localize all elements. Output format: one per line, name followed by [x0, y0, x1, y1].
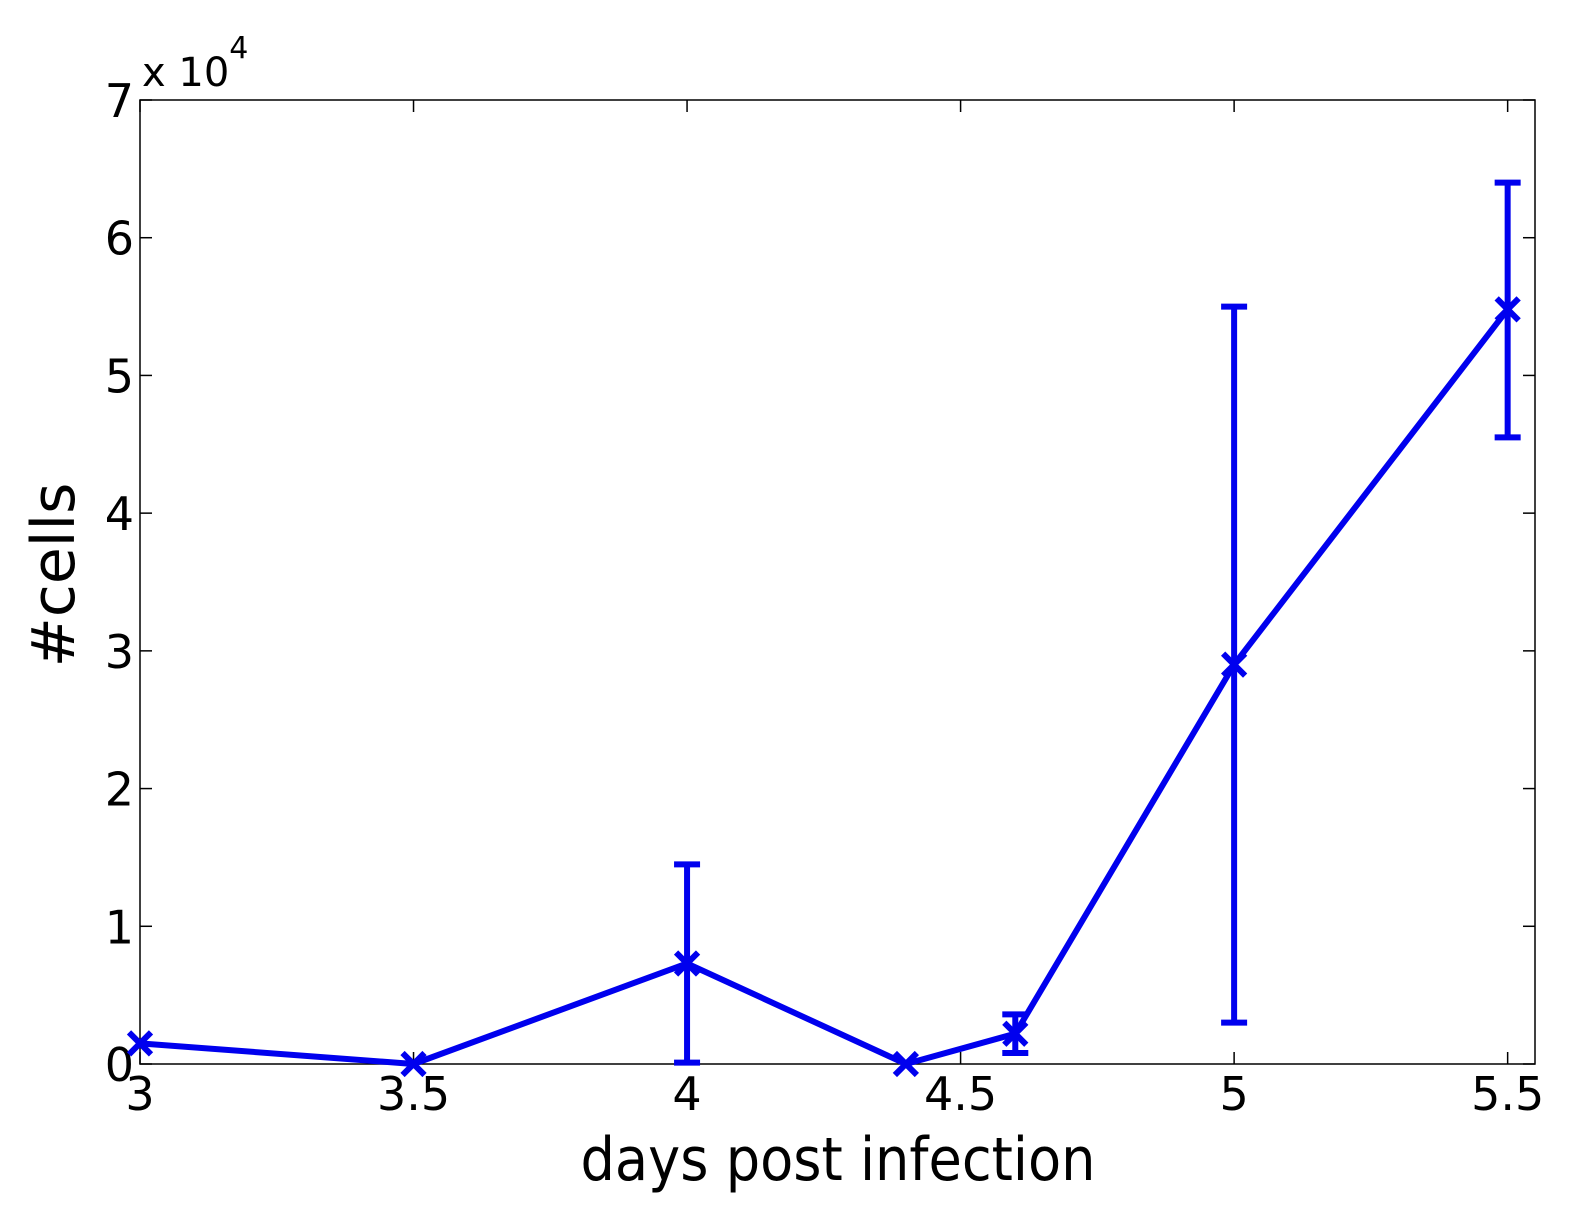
- x-axis-title: days post infection: [581, 1125, 1096, 1195]
- data-point-marker: [1494, 296, 1521, 323]
- y-tick-label: 0: [105, 1038, 134, 1092]
- data-point-marker: [400, 1050, 427, 1078]
- data-point-marker: [673, 950, 701, 977]
- x-tick-label: 3: [125, 1067, 154, 1121]
- marker-stroke: [1494, 296, 1521, 323]
- marker-stroke: [892, 1050, 920, 1078]
- x-tick-label: 5.5: [1471, 1067, 1544, 1121]
- y-tick-label: 7: [105, 74, 134, 128]
- data-point-marker: [126, 1030, 154, 1057]
- y-tick-label: 6: [105, 212, 134, 266]
- y-multiplier: x 104: [142, 31, 248, 96]
- tick-labels: 3 3.5 4 4.5 5 5.5 0 1 2 3 4 5 6 7: [105, 74, 1545, 1121]
- y-multiplier-exponent: 4: [229, 31, 248, 66]
- marker-stroke: [400, 1050, 427, 1078]
- marker-stroke: [126, 1030, 154, 1057]
- y-tick-label: 2: [105, 763, 134, 817]
- y-axis-title: #cells: [19, 483, 89, 668]
- plot-frame: [139, 99, 1536, 1065]
- data-point-marker: [1002, 1020, 1029, 1047]
- x-tick-label: 5: [1219, 1067, 1248, 1121]
- y-tick-label: 3: [105, 625, 134, 679]
- y-tick-label: 1: [105, 900, 134, 954]
- y-tick-label: 5: [105, 349, 134, 403]
- axis-ticks: [139, 99, 1535, 1065]
- marker-stroke: [1220, 651, 1248, 678]
- data-markers: [126, 296, 1521, 1078]
- data-point-marker: [1220, 651, 1248, 678]
- y-tick-label: 4: [105, 487, 134, 541]
- marker-stroke: [673, 950, 701, 977]
- error-bars: [674, 179, 1521, 1066]
- x-tick-label: 4: [672, 1067, 701, 1121]
- data-point-marker: [892, 1050, 920, 1078]
- x-tick-label: 3.5: [377, 1067, 450, 1121]
- marker-stroke: [1002, 1020, 1029, 1047]
- x-tick-label: 4.5: [924, 1067, 997, 1121]
- series-line: [139, 307, 1511, 1067]
- y-multiplier-base: x 10: [142, 50, 229, 96]
